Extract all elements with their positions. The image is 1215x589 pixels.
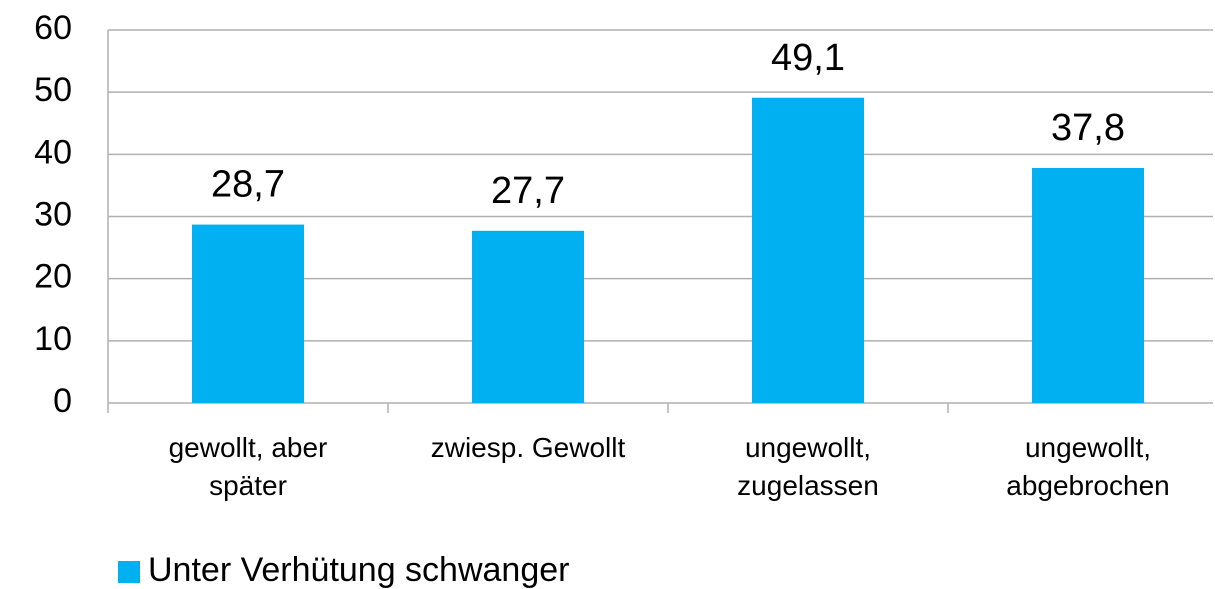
data-label: 49,1 [771,37,845,79]
data-label: 27,7 [491,170,565,212]
legend-label: Unter Verhütung schwanger [148,551,569,589]
legend-swatch [118,561,140,583]
x-tick-label: zwiesp. Gewollt [431,432,626,463]
y-tick-label: 30 [34,195,72,233]
y-tick-label: 50 [34,71,72,109]
bar [472,230,584,403]
bar [192,224,304,403]
y-tick-label: 20 [34,258,72,296]
x-tick-label: gewollt, aber später [169,432,328,501]
bar [1032,168,1144,403]
y-tick-label: 60 [34,9,72,47]
y-tick-label: 40 [34,133,72,171]
y-tick-label: 10 [34,320,72,358]
x-tick-label: ungewollt, abgebrochen [1006,432,1169,501]
bar [752,97,864,404]
y-tick-label: 0 [53,382,72,420]
data-label: 37,8 [1051,107,1125,149]
data-label: 28,7 [211,164,285,206]
x-tick-label: ungewollt, zugelassen [737,432,879,501]
